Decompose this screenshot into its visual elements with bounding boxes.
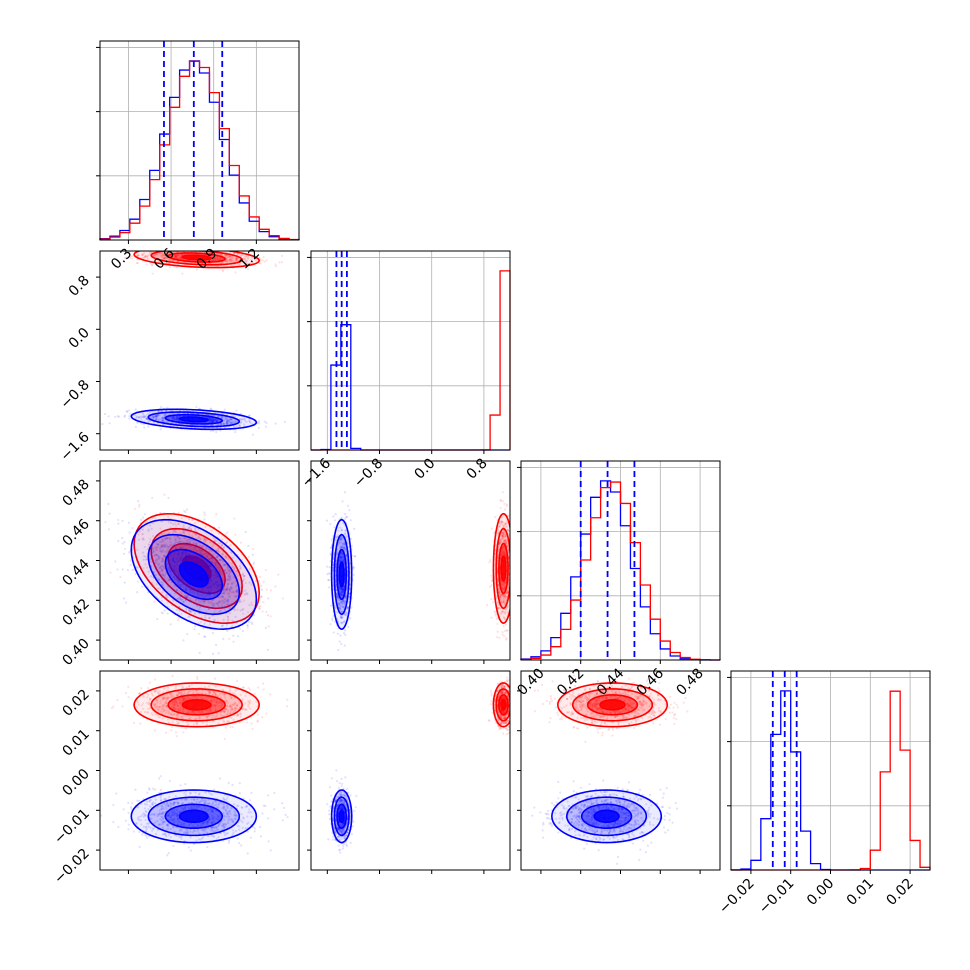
hist-step bbox=[99, 60, 300, 241]
scatter-panel-p1-p4 bbox=[96, 670, 300, 874]
y-tick-label: 0.00 bbox=[59, 766, 92, 799]
hist-step bbox=[99, 60, 300, 241]
scatter-panel-p1-p3 bbox=[96, 460, 300, 664]
x-tick-label: 0.3 bbox=[108, 246, 135, 273]
contour bbox=[181, 699, 212, 711]
diag-panel-p4 bbox=[727, 670, 931, 874]
contour bbox=[338, 809, 345, 824]
scatter-panel-p2-p3 bbox=[307, 460, 511, 664]
contour bbox=[599, 699, 626, 711]
x-tick-label: 0.02 bbox=[884, 876, 917, 909]
y-tick-label: 0.48 bbox=[59, 476, 92, 509]
y-tick-label: −0.02 bbox=[51, 846, 93, 888]
contour bbox=[338, 561, 345, 588]
x-tick-label: 0.01 bbox=[844, 876, 877, 909]
contour bbox=[178, 809, 209, 824]
y-tick-label: 0.02 bbox=[59, 686, 92, 719]
y-tick-label: 0.01 bbox=[59, 726, 92, 759]
contour bbox=[181, 254, 212, 261]
x-tick-label: −0.02 bbox=[716, 876, 758, 918]
contour bbox=[500, 699, 507, 711]
y-tick-label: −0.8 bbox=[57, 377, 92, 412]
contour bbox=[178, 416, 209, 423]
x-tick-label: 0.8 bbox=[464, 456, 491, 483]
y-tick-label: −0.01 bbox=[51, 806, 93, 848]
contour bbox=[178, 561, 209, 588]
x-tick-label: 0.0 bbox=[411, 456, 438, 483]
y-tick-label: 0.46 bbox=[59, 516, 92, 549]
diag-panel-p1 bbox=[96, 40, 300, 244]
scatter-panel-p2-p4 bbox=[307, 670, 511, 874]
y-tick-label: 0.40 bbox=[59, 636, 92, 669]
x-tick-label: 0.9 bbox=[193, 246, 220, 273]
y-tick-label: 0.8 bbox=[66, 273, 93, 300]
contour bbox=[593, 809, 620, 824]
diag-panel-p3 bbox=[517, 460, 721, 664]
y-tick-label: −1.6 bbox=[57, 429, 92, 464]
y-tick-label: 0.42 bbox=[59, 596, 92, 629]
hist-step bbox=[520, 481, 721, 661]
x-tick-label: −0.01 bbox=[756, 876, 798, 918]
scatter-panel-p1-p2 bbox=[96, 250, 300, 454]
contour bbox=[500, 555, 507, 582]
y-tick-label: 0.0 bbox=[66, 325, 93, 352]
x-tick-label: 0.00 bbox=[804, 876, 837, 909]
y-tick-label: 0.44 bbox=[59, 556, 92, 589]
x-tick-label: 0.6 bbox=[151, 245, 178, 272]
diag-panel-p2 bbox=[307, 250, 511, 454]
x-tick-label: 1.2 bbox=[236, 246, 263, 273]
scatter-panel-p3-p4 bbox=[517, 670, 721, 874]
